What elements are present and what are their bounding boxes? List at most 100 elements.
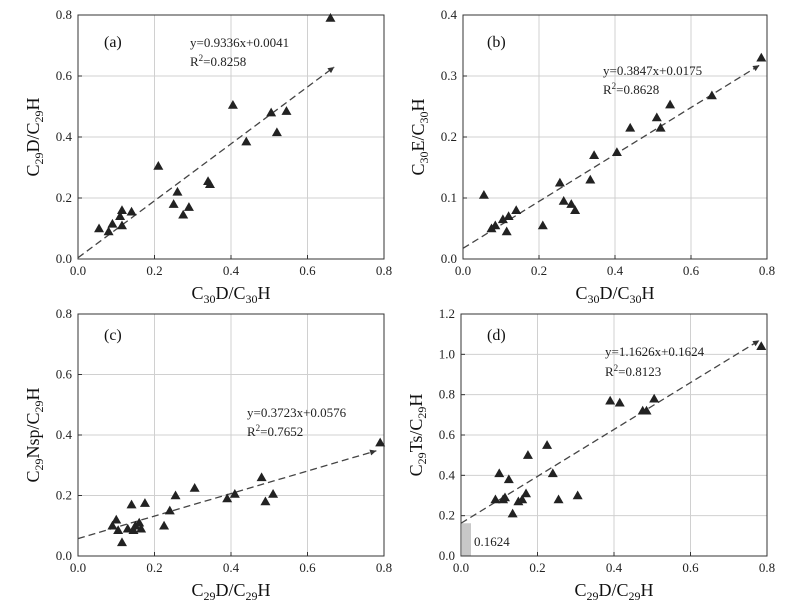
data-point (139, 498, 150, 507)
data-point (115, 211, 126, 221)
data-point (756, 52, 767, 62)
x-tick-label: 0.4 (606, 560, 623, 575)
data-point (107, 520, 118, 530)
data-point (136, 523, 147, 533)
scatter-panel-2: 0.0 0.2 0.4 0.6 0.8 0.0 0.1 0.2 0.3 0.4 C30D/C30H C… (408, 7, 775, 306)
y-tick-label: 0.0 (441, 251, 457, 266)
data-point (134, 517, 145, 527)
x-tick-label: 0.8 (376, 560, 392, 575)
data-point (490, 220, 501, 230)
scatter-panel-3: 0.0 0.2 0.4 0.6 0.8 0.0 0.2 0.4 0.6 0.8 C29D/C29H C… (23, 306, 392, 603)
data-point (172, 186, 183, 196)
data-point (241, 136, 252, 146)
regression-equation: y=0.3847x+0.0175 (603, 63, 702, 78)
x-axis-label: C30D/C30H (191, 283, 270, 306)
data-point (260, 496, 271, 506)
data-point (256, 472, 267, 482)
regression-arrow-head (752, 340, 760, 347)
data-point (116, 220, 127, 230)
data-point (499, 492, 510, 502)
data-point (325, 13, 336, 22)
data-point (625, 122, 636, 132)
data-point (227, 99, 238, 109)
x-tick-label: 0.8 (759, 263, 775, 278)
x-tick-label: 0.8 (759, 560, 775, 575)
y-axis-label: C29Nsp/C29H (23, 387, 46, 482)
data-point (222, 493, 233, 503)
y-axis-label: C29Ts/C29H (406, 394, 429, 477)
y-tick-label: 0.4 (56, 129, 73, 144)
data-point (641, 405, 652, 415)
data-point (589, 150, 600, 160)
y-tick-label: 0.0 (439, 548, 455, 563)
y-tick-label: 0.4 (441, 7, 458, 22)
x-tick-label: 0.6 (683, 263, 700, 278)
y-tick-label: 0.2 (439, 508, 455, 523)
x-tick-label: 0.0 (70, 263, 86, 278)
x-tick-label: 0.0 (455, 263, 471, 278)
scatter-panel-1: 0.0 0.2 0.4 0.6 0.8 0.0 0.2 0.4 0.6 0.8 C30D/C30H C… (23, 7, 392, 306)
x-tick-label: 0.6 (299, 263, 316, 278)
data-point (478, 189, 489, 199)
data-point (159, 520, 170, 530)
regression-equation: y=0.9336x+0.0041 (190, 35, 289, 50)
y-tick-label: 1.2 (439, 306, 455, 321)
data-point (113, 525, 124, 535)
r-squared-label: R2=0.7652 (247, 423, 303, 439)
regression-arrow-head (752, 65, 760, 72)
y-tick-label: 0.0 (56, 548, 72, 563)
y-tick-label: 0.6 (56, 367, 73, 382)
panel-label: (b) (487, 34, 506, 51)
data-point (126, 499, 137, 509)
regression-arrow-head (327, 66, 335, 74)
x-tick-label: 0.2 (146, 560, 162, 575)
data-point (490, 494, 501, 504)
data-point (183, 202, 194, 211)
data-point (517, 494, 528, 504)
y-tick-label: 0.2 (56, 488, 72, 503)
regression-equation: y=1.1626x+0.1624 (605, 344, 705, 359)
data-point (268, 488, 279, 498)
x-axis-label: C30D/C30H (575, 283, 654, 306)
x-tick-label: 0.8 (376, 263, 392, 278)
data-point (497, 214, 508, 224)
data-point (511, 205, 522, 214)
data-point (521, 488, 532, 498)
data-point (501, 226, 512, 236)
y-tick-label: 0.4 (439, 467, 456, 482)
data-point (756, 341, 767, 351)
x-tick-label: 0.4 (607, 263, 624, 278)
y-tick-label: 0.8 (56, 306, 72, 321)
x-tick-label: 0.2 (531, 263, 547, 278)
x-tick-label: 0.0 (70, 560, 86, 575)
data-point (507, 508, 518, 518)
data-point (494, 468, 505, 478)
data-point (168, 199, 179, 208)
y-tick-label: 0.3 (441, 68, 457, 83)
data-point (503, 474, 514, 484)
x-tick-label: 0.2 (146, 263, 162, 278)
data-point (170, 490, 181, 500)
data-point (605, 395, 616, 405)
y-tick-label: 0.1 (441, 190, 457, 205)
data-point (585, 174, 596, 184)
scatter-panel-4: 0.1624 0.0 0.2 0.4 0.6 0.8 0.0 0.2 0.4 0.6 0.8 1.0 1… (406, 306, 775, 603)
y-tick-label: 0.6 (56, 68, 73, 83)
data-point (547, 468, 558, 478)
data-point (271, 127, 282, 137)
data-point (566, 199, 577, 208)
panel-label: (c) (104, 327, 122, 344)
data-point (128, 525, 139, 535)
data-point (111, 514, 122, 524)
data-point (537, 220, 548, 230)
data-point (126, 206, 137, 216)
x-tick-label: 0.4 (223, 560, 240, 575)
data-point (266, 107, 277, 117)
data-point (94, 223, 105, 233)
y-tick-label: 0.8 (56, 7, 72, 22)
x-tick-label: 0.2 (529, 560, 545, 575)
data-point (103, 226, 114, 236)
data-point (107, 218, 118, 228)
data-point (153, 160, 164, 170)
